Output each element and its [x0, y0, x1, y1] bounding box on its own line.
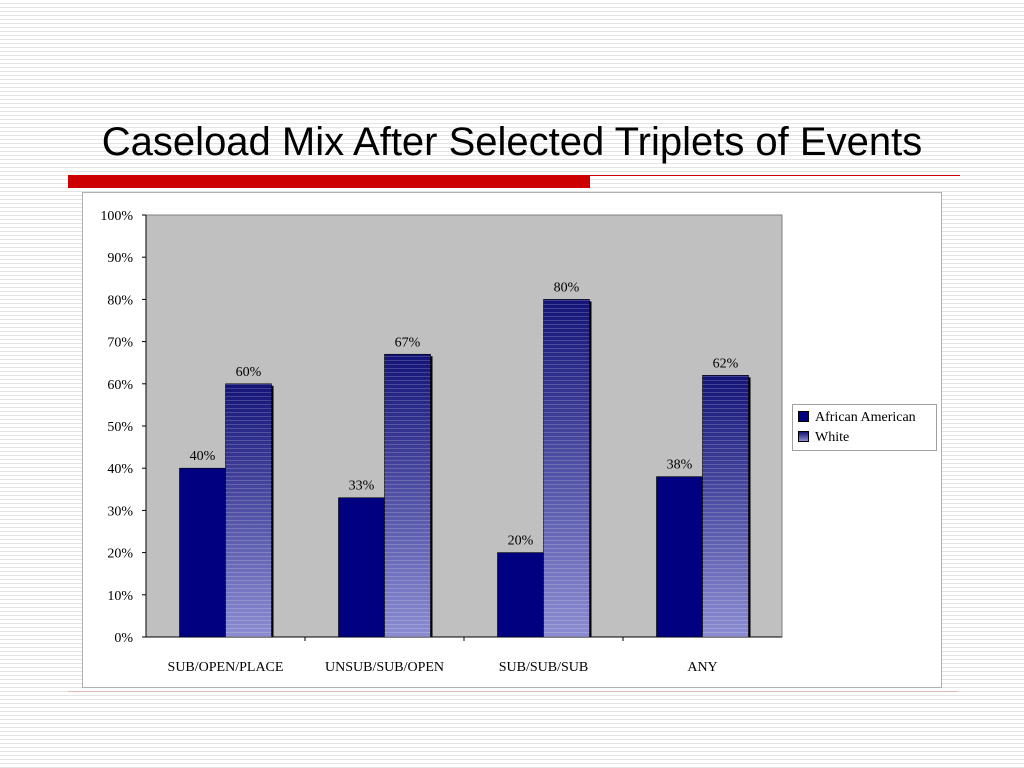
y-tick-label: 100%	[100, 209, 133, 224]
x-tick-label: ANY	[687, 660, 717, 675]
legend-item-african-american: African American	[798, 409, 916, 427]
data-label: 38%	[667, 458, 693, 473]
x-tick-label: SUB/SUB/SUB	[499, 660, 588, 675]
data-label: 40%	[190, 449, 216, 464]
data-label: 60%	[236, 365, 262, 380]
title-rule	[68, 174, 960, 188]
legend-label-african-american: African American	[815, 410, 916, 425]
y-tick-label: 40%	[107, 462, 133, 477]
y-tick-label: 50%	[107, 420, 133, 435]
bar-white-stripes	[225, 383, 272, 637]
y-tick-label: 90%	[107, 251, 133, 266]
legend-label-white: White	[815, 430, 850, 445]
data-label: 33%	[349, 479, 375, 494]
bar-african-american	[179, 467, 226, 638]
title-rule-line	[590, 175, 960, 176]
slide-title: Caseload Mix After Selected Triplets of …	[101, 120, 923, 164]
bar-chart: 0% 10% 20% 30% 40% 50% 60% 70% 80% 90% 100% SUB/OPE…	[100, 209, 783, 675]
labels-layer: 40% 60% 33% 67% 20% 80% 38% 62%	[190, 280, 739, 548]
axis-layer: 0% 10% 20% 30% 40% 50% 60% 70% 80% 90% 100% SUB/OPE…	[100, 209, 782, 675]
y-tick-label: 80%	[107, 293, 133, 308]
y-tick-label: 10%	[107, 589, 133, 604]
data-label: 67%	[395, 335, 421, 350]
y-tick-label: 60%	[107, 378, 133, 393]
y-tick-label: 0%	[114, 631, 133, 646]
chart-legend: African American White	[792, 404, 937, 451]
bar-white-stripes	[543, 299, 590, 637]
bar-african-american	[497, 552, 544, 638]
legend-swatch-white	[798, 431, 809, 443]
title-rule-bar	[68, 175, 590, 188]
data-label: 20%	[508, 534, 534, 549]
data-label: 62%	[713, 356, 739, 371]
bottom-rule	[68, 691, 958, 692]
legend-swatch-african-american	[798, 411, 809, 423]
legend-item-white: White	[798, 429, 849, 447]
bar-african-american	[656, 476, 703, 638]
y-tick-label: 20%	[107, 547, 133, 562]
y-tick-label: 70%	[107, 336, 133, 351]
x-tick-label: SUB/OPEN/PLACE	[168, 660, 284, 675]
bars-layer	[179, 299, 751, 638]
bar-african-american	[338, 497, 385, 638]
bar-white-stripes	[702, 375, 749, 637]
y-tick-label: 30%	[107, 504, 133, 519]
bar-white-stripes	[384, 354, 431, 637]
data-label: 80%	[554, 280, 580, 295]
x-tick-label: UNSUB/SUB/OPEN	[325, 660, 444, 675]
